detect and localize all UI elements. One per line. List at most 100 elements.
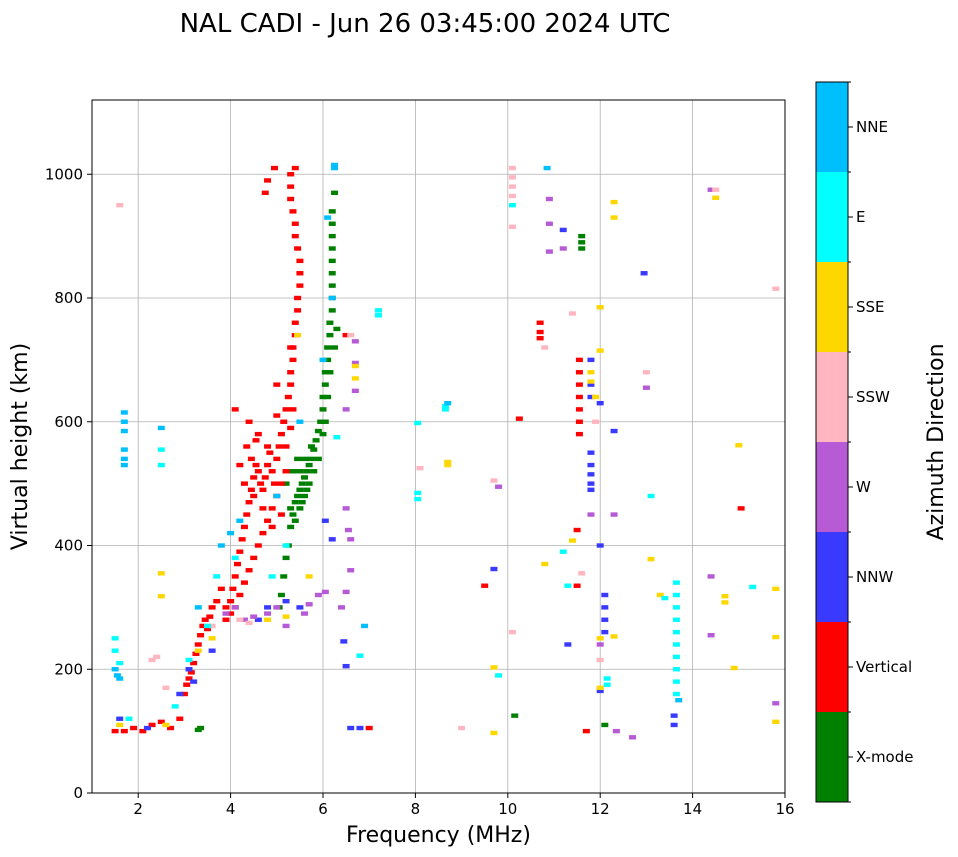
data-point [231,605,239,610]
data-point [204,623,211,629]
data-point [601,617,609,622]
data-point [559,227,567,233]
data-point [296,487,304,493]
data-point [414,490,422,496]
x-axis-label: Frequency (MHz) [346,823,531,848]
data-point [656,592,664,598]
data-point [291,233,299,239]
data-point [328,209,336,214]
data-point [157,571,165,576]
data-point [287,184,295,189]
data-point [672,592,680,598]
data-point [111,648,119,653]
data-point [321,589,329,595]
data-point [301,611,309,616]
data-point [587,472,595,477]
data-point [264,462,272,468]
data-point [157,719,165,725]
data-point [672,654,680,660]
data-point [280,574,288,579]
colorbar-tick-label: SSE [856,298,885,316]
data-point [287,172,295,177]
data-point [254,431,262,437]
data-point [234,561,242,567]
data-point [176,716,184,721]
colorbar-swatch [816,442,848,532]
data-point [568,311,576,316]
colorbar-swatch [816,532,848,622]
data-point [294,295,302,301]
data-point [672,629,680,635]
data-point [337,605,345,610]
data-point [596,657,604,663]
data-point [333,326,341,332]
colorbar: X-mode Vertical NNW W SSW SSE E NNE [815,81,913,803]
data-point [287,506,295,511]
data-point [508,175,516,180]
data-point [190,660,198,666]
x-tick-label: 14 [683,800,702,818]
data-point [772,286,780,291]
data-point [331,345,339,350]
data-point [365,725,373,731]
data-point [342,663,350,669]
data-point [213,598,221,604]
data-point [545,221,553,226]
y-tick-label: 200 [54,660,83,678]
data-point [587,379,595,384]
data-point [282,407,290,412]
data-point [273,382,281,387]
data-point [495,673,503,678]
x-tick-label: 4 [226,800,236,818]
data-point [307,456,315,462]
data-point [508,193,516,199]
data-point [116,716,124,721]
data-point [307,444,315,449]
x-tick-label: 8 [411,800,421,818]
data-point [321,370,329,375]
data-point [596,305,604,310]
data-point [273,493,281,499]
data-point [245,499,253,505]
data-point [213,574,221,579]
data-point [536,329,544,335]
data-point [153,654,161,660]
data-point [294,332,302,338]
data-point [596,400,604,406]
data-point [116,676,124,681]
data-point [194,605,202,610]
data-point [305,574,313,579]
data-point [575,431,583,437]
y-tick-label: 1000 [45,165,83,183]
series-sse [116,195,780,736]
data-point [672,679,680,684]
data-point [508,184,516,189]
data-point [157,594,165,599]
series-nnw [116,227,678,731]
data-point [342,506,350,511]
data-point [331,165,339,171]
data-point [328,233,336,239]
data-point [319,407,327,412]
data-point [294,246,302,251]
data-point [273,605,281,610]
data-point [730,665,738,671]
data-point [351,339,359,344]
data-point [351,376,359,381]
data-point [284,394,292,400]
grid-lines [92,100,786,794]
data-point [596,642,604,647]
data-point [268,469,276,474]
data-point [204,626,211,632]
data-point [575,370,583,375]
data-point [250,475,258,480]
data-point [245,568,253,573]
data-point [222,611,230,616]
data-point [324,215,332,220]
data-point [536,320,544,325]
chart-title: NAL CADI - Jun 26 03:45:00 2024 UTC [180,9,671,39]
data-point [319,357,327,363]
data-point [130,725,138,731]
data-point [444,459,452,465]
data-point [254,617,262,622]
